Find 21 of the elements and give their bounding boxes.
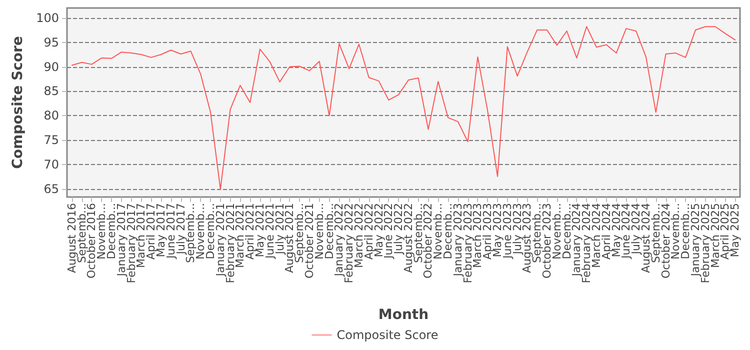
x-tick-label: Septemb... xyxy=(293,203,306,264)
y-tick-label: 65 xyxy=(44,182,59,196)
y-tick-label: 70 xyxy=(44,158,59,172)
x-axis-title: Month xyxy=(378,307,429,323)
x-tick-label: April 2024 xyxy=(600,203,613,260)
x-tick-label: August 2016 xyxy=(65,203,78,273)
line-series xyxy=(71,26,736,190)
y-tick-label: 100 xyxy=(36,10,59,25)
y-tick-label: 85 xyxy=(44,84,59,98)
y-tick-label: 75 xyxy=(44,133,59,148)
y-tick-label: 90 xyxy=(44,60,59,74)
x-tick-label: April 2022 xyxy=(362,203,376,260)
x-tick-label: January 2021 xyxy=(214,203,227,278)
y-axis-title: Composite Score xyxy=(10,36,26,169)
y-tick-label: 80 xyxy=(44,108,59,123)
x-tick-label: January 2023 xyxy=(451,203,464,278)
y-tick-label: 95 xyxy=(44,35,59,50)
x-tick-label: Septemb... xyxy=(530,203,544,264)
x-tick-label: January 2025 xyxy=(688,203,702,278)
x-tick-label: January 2017 xyxy=(114,203,128,278)
legend-label: Composite Score xyxy=(336,328,438,342)
